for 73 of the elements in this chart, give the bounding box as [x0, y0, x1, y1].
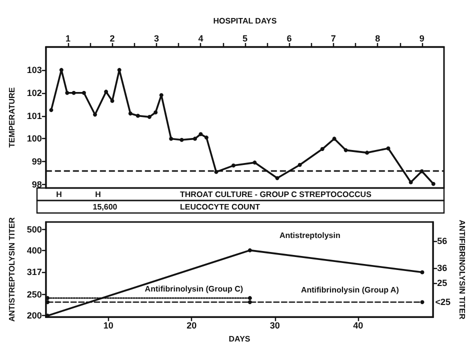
y-tick-label: 103 — [26, 64, 42, 75]
series-label: Antifibrinolysin (Group A) — [300, 286, 400, 295]
series-label: Antistreptolysin — [279, 230, 340, 240]
x-tick-label: 9 — [419, 34, 424, 44]
x-tick-label: 40 — [353, 320, 364, 331]
x-tick-label: 2 — [110, 34, 115, 44]
y-tick-label: 102 — [26, 88, 42, 98]
point — [192, 136, 197, 141]
point — [159, 93, 164, 98]
y2-tick-label: 36 — [437, 263, 448, 274]
text: THROAT CULTURE - GROUP C STREPTOCOCCUS — [180, 190, 372, 199]
y-tick-label: 250 — [26, 290, 42, 300]
point — [252, 160, 257, 165]
x-tick-label: 1 — [66, 34, 71, 44]
y-tick-label: 200 — [26, 310, 42, 321]
point — [117, 68, 122, 72]
point — [128, 111, 132, 116]
point — [320, 147, 324, 152]
point — [59, 68, 64, 72]
x-axis-title: DAYS — [228, 334, 251, 344]
point — [420, 270, 424, 274]
y2-tick-label: 56 — [437, 236, 448, 246]
x-tick-label: 20 — [186, 320, 197, 331]
x-tick-label: 5 — [242, 34, 248, 44]
x-tick-label: 4 — [198, 34, 204, 44]
point — [136, 114, 140, 118]
point — [180, 138, 184, 142]
point — [344, 148, 348, 152]
x-tick-label: 30 — [270, 320, 280, 331]
point — [386, 146, 390, 150]
x-tick-label: 3 — [154, 34, 160, 44]
point — [82, 90, 86, 95]
point — [147, 114, 152, 119]
point — [93, 112, 98, 117]
y-tick-label: 500 — [26, 224, 42, 234]
x-axis-title: HOSPITAL DAYS — [213, 16, 278, 26]
y2-axis-title: ANTIFIBRINOLYSIN TITER — [458, 220, 466, 320]
y2-tick-label: 25 — [437, 278, 448, 288]
x-tick-label: 10 — [103, 320, 114, 331]
y-axis-title: ANTISTREPTOLYSIN TITER — [8, 217, 16, 322]
point — [198, 132, 203, 136]
point — [72, 90, 76, 95]
point — [408, 180, 413, 184]
point — [204, 136, 208, 140]
data-label: <25 — [435, 297, 451, 308]
y-axis-title: TEMPERATURE — [8, 86, 16, 148]
point — [65, 90, 70, 95]
y-tick-label: 98 — [32, 180, 42, 190]
y-tick-label: 101 — [26, 110, 42, 121]
y-tick-label: 317 — [26, 267, 42, 278]
y-tick-label: 400 — [26, 245, 42, 256]
x-tick-label: 6 — [286, 34, 292, 44]
text: 15,600 — [92, 202, 118, 212]
y-tick-label: 100 — [26, 134, 42, 144]
point — [332, 136, 336, 141]
point — [110, 98, 114, 103]
point — [104, 90, 108, 94]
point — [248, 248, 252, 252]
series-label: Antifibrinolysin (Group C) — [144, 284, 244, 294]
text: H — [56, 190, 62, 199]
point — [275, 176, 280, 180]
text: H — [95, 190, 102, 199]
x-tick-label: 7 — [330, 34, 336, 44]
point — [154, 110, 158, 114]
point — [169, 136, 174, 141]
point — [298, 162, 302, 167]
point — [49, 108, 54, 112]
point — [431, 182, 436, 186]
x-tick-label: 8 — [375, 34, 380, 44]
point — [365, 150, 370, 155]
text: LEUCOCYTE COUNT — [180, 202, 260, 212]
y-tick-label: 99 — [32, 156, 42, 167]
point — [231, 164, 236, 168]
